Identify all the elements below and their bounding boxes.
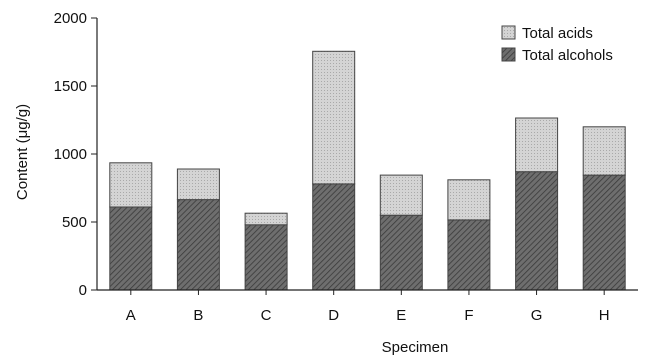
x-tick-label: B (193, 307, 203, 324)
plot-area (109, 50, 626, 291)
legend-swatch-alcohols (501, 47, 516, 62)
y-tick-label: 1500 (54, 78, 87, 95)
bar-H-acids (582, 126, 626, 176)
bar-G-acids (515, 117, 559, 173)
legend-label-acids: Total acids (522, 25, 593, 42)
bar-C-alcohols (244, 224, 288, 291)
legend-label-alcohols: Total alcohols (522, 47, 613, 64)
axes: A B C D E F G H 0 500 1000 1500 2000 (54, 10, 638, 324)
bar-B-acids (176, 168, 220, 201)
x-tick-label: A (126, 307, 136, 324)
bar-A-alcohols (109, 206, 153, 291)
legend-swatch-acids (501, 25, 516, 40)
bar-E-alcohols (379, 214, 423, 291)
bar-H-alcohols (582, 174, 626, 291)
y-tick-label: 0 (79, 282, 87, 299)
bar-F-alcohols (447, 219, 491, 291)
x-tick-label: C (261, 307, 272, 324)
y-tick-label: 500 (62, 214, 87, 231)
y-axis-title: Content (μg/g) (14, 104, 31, 200)
y-tick-label: 2000 (54, 10, 87, 27)
x-tick-label: E (396, 307, 406, 324)
bar-F-acids (447, 179, 491, 221)
bar-D-acids (312, 50, 356, 185)
bar-A-acids (109, 162, 153, 208)
legend: Total acids Total alcohols (501, 25, 613, 64)
y-tick-label: 1000 (54, 146, 87, 163)
bar-E-acids (379, 174, 423, 216)
bar-D-alcohols (312, 183, 356, 291)
x-tick-label: G (531, 307, 543, 324)
x-axis-title: Specimen (382, 339, 449, 356)
bar-C-acids (244, 212, 288, 226)
bar-G-alcohols (515, 171, 559, 291)
x-tick-label: H (599, 307, 610, 324)
x-tick-label: D (328, 307, 339, 324)
x-tick-label: F (464, 307, 473, 324)
bar-B-alcohols (176, 199, 220, 291)
